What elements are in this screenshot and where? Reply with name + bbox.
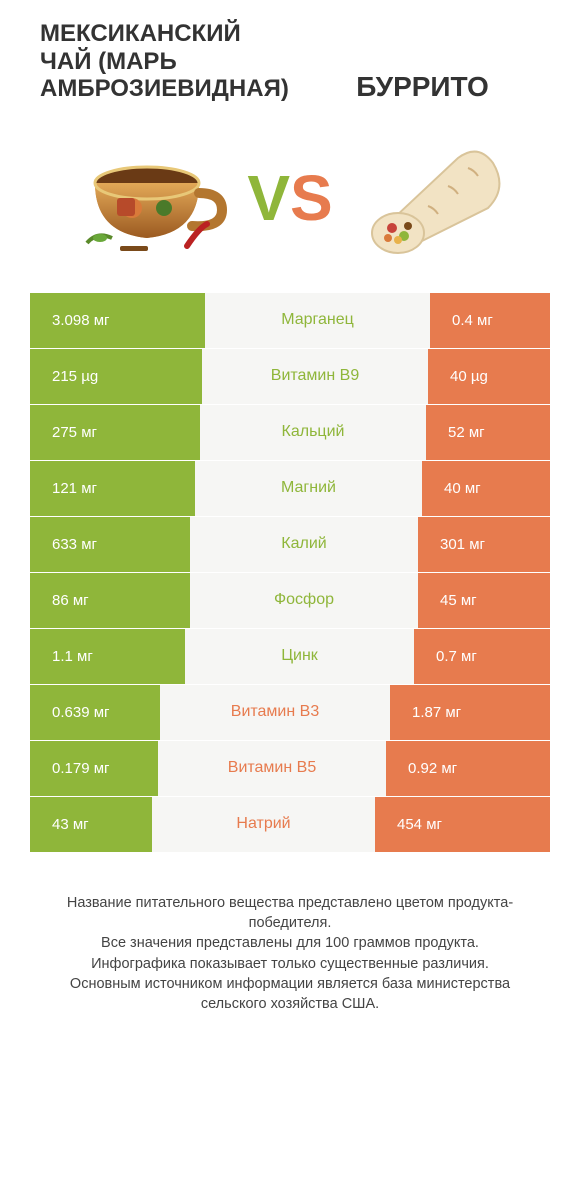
infographic-wrapper: МЕКСИКАНСКИЙ ЧАЙ (МАРЬ АМБРОЗИЕВИДНАЯ) Б… xyxy=(0,0,580,1025)
nutrient-label: Кальций xyxy=(200,405,426,460)
value-right: 301 мг xyxy=(418,517,550,572)
table-row: 86 мгФосфор45 мг xyxy=(30,573,550,629)
product-right-title: БУРРИТО xyxy=(295,71,550,103)
table-row: 215 µgВитамин B940 µg xyxy=(30,349,550,405)
value-right: 45 мг xyxy=(418,573,550,628)
table-row: 0.179 мгВитамин B50.92 мг xyxy=(30,741,550,797)
value-right: 0.92 мг xyxy=(386,741,550,796)
value-left: 215 µg xyxy=(30,349,202,404)
vs-row: VS xyxy=(30,133,550,263)
value-right: 1.87 мг xyxy=(390,685,550,740)
nutrient-label: Фосфор xyxy=(190,573,418,628)
value-left: 1.1 мг xyxy=(30,629,185,684)
value-left: 86 мг xyxy=(30,573,190,628)
value-right: 52 мг xyxy=(426,405,550,460)
value-left: 0.179 мг xyxy=(30,741,158,796)
nutrient-label: Марганец xyxy=(205,293,430,348)
nutrient-label: Цинк xyxy=(185,629,414,684)
value-left: 43 мг xyxy=(30,797,152,852)
nutrient-label: Витамин B9 xyxy=(202,349,428,404)
value-right: 0.4 мг xyxy=(430,293,550,348)
comparison-table: 3.098 мгМарганец0.4 мг215 µgВитамин B940… xyxy=(30,293,550,853)
vs-label: VS xyxy=(247,166,332,230)
product-left-title: МЕКСИКАНСКИЙ ЧАЙ (МАРЬ АМБРОЗИЕВИДНАЯ) xyxy=(30,20,295,103)
nutrient-label: Калий xyxy=(190,517,418,572)
table-row: 633 мгКалий301 мг xyxy=(30,517,550,573)
headings-row: МЕКСИКАНСКИЙ ЧАЙ (МАРЬ АМБРОЗИЕВИДНАЯ) Б… xyxy=(30,20,550,103)
value-right: 454 мг xyxy=(375,797,550,852)
table-row: 43 мгНатрий454 мг xyxy=(30,797,550,853)
value-left: 633 мг xyxy=(30,517,190,572)
teacup-illustration xyxy=(67,133,237,263)
table-row: 0.639 мгВитамин B31.87 мг xyxy=(30,685,550,741)
table-row: 121 мгМагний40 мг xyxy=(30,461,550,517)
nutrient-label: Витамин B3 xyxy=(160,685,390,740)
value-right: 40 мг xyxy=(422,461,550,516)
table-row: 1.1 мгЦинк0.7 мг xyxy=(30,629,550,685)
value-right: 40 µg xyxy=(428,349,550,404)
nutrient-label: Витамин B5 xyxy=(158,741,386,796)
vs-letter-s: S xyxy=(290,166,333,230)
value-right: 0.7 мг xyxy=(414,629,550,684)
table-row: 275 мгКальций52 мг xyxy=(30,405,550,461)
nutrient-label: Натрий xyxy=(152,797,375,852)
value-left: 275 мг xyxy=(30,405,200,460)
value-left: 0.639 мг xyxy=(30,685,160,740)
value-left: 3.098 мг xyxy=(30,293,205,348)
nutrient-label: Магний xyxy=(195,461,422,516)
footnote-text: Название питательного вещества представл… xyxy=(30,893,550,1015)
table-row: 3.098 мгМарганец0.4 мг xyxy=(30,293,550,349)
burrito-illustration xyxy=(343,133,513,263)
value-left: 121 мг xyxy=(30,461,195,516)
vs-letter-v: V xyxy=(247,166,290,230)
